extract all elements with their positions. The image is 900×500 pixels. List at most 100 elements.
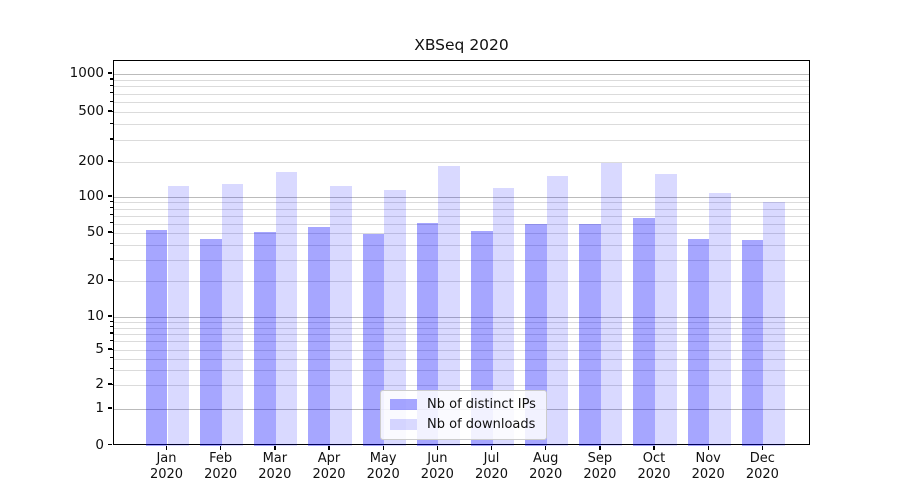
y-minor-tick [110,84,113,87]
minor-gridline [114,358,809,360]
y-tick-mark [108,315,112,317]
x-tick-label: Feb 2020 [204,451,238,482]
y-minor-tick [110,326,113,328]
y-tick-label: 20 [86,272,104,288]
bar-nb-of-downloads [275,172,298,446]
bar-nb-of-downloads [330,186,352,446]
x-tick-mark [653,446,655,450]
bar-nb-of-downloads [546,176,569,446]
y-minor-tick [110,200,113,203]
y-tick-mark [108,231,112,233]
x-tick-mark [436,446,439,450]
minor-gridline [114,112,809,113]
minor-gridline [114,208,809,210]
bar-nb-of-downloads [655,174,677,446]
bar-nb-of-downloads [438,165,460,446]
y-tick-label: 1 [95,400,104,416]
minor-gridline [114,102,809,103]
y-tick-mark [108,195,112,197]
minor-gridline [114,341,809,343]
x-tick-mark [220,446,222,450]
minor-gridline [114,93,809,95]
minor-gridline [114,124,809,126]
y-minor-tick [110,320,113,322]
y-minor-tick [110,243,113,245]
x-tick-label: Oct 2020 [637,451,671,482]
y-tick-label: 100 [78,188,104,204]
bar-nb-of-downloads [763,201,785,446]
y-minor-tick [110,207,113,209]
bar-nb-of-downloads [167,185,190,446]
y-minor-tick [110,332,113,334]
x-tick-mark [761,446,764,450]
y-tick-mark [108,279,112,281]
x-tick-label: Jan 2020 [149,451,184,482]
legend-item-label: Nb of distinct IPs [427,397,536,412]
y-minor-tick [110,78,113,80]
minor-gridline [114,223,809,225]
minor-gridline [114,139,809,141]
y-tick-mark [108,110,112,112]
minor-gridline [114,369,809,371]
minor-gridline [114,327,809,329]
y-minor-tick [110,357,113,359]
x-tick-label: Sep 2020 [583,451,617,482]
y-tick-label: 200 [78,153,104,169]
minor-gridline [114,350,809,351]
bar-nb-of-distinct-ips [254,231,276,446]
x-tick-label: Mar 2020 [258,451,292,482]
bar-nb-of-downloads [492,188,515,446]
y-tick-label: 50 [86,224,104,240]
y-tick-mark [108,443,112,446]
y-tick-mark [108,407,112,409]
x-tick-mark [490,446,493,450]
x-tick-mark [165,446,168,450]
bar-nb-of-distinct-ips [200,238,222,446]
chart-title: XBSeq 2020 [414,36,509,54]
major-gridline [114,197,809,199]
y-tick-mark [108,72,112,74]
x-tick-label: Dec 2020 [745,451,779,482]
y-tick-label: 500 [78,103,104,119]
legend: Nb of distinct IPs Nb of downloads [380,390,547,440]
legend-item: Nb of downloads [390,417,536,432]
y-minor-tick [110,100,113,102]
y-tick-mark [108,383,112,385]
bar-nb-of-distinct-ips [687,238,710,446]
bar-nb-of-distinct-ips [579,223,601,446]
x-tick-label: Nov 2020 [691,451,725,482]
legend-item: Nb of distinct IPs [390,397,536,412]
x-tick-label: Jun 2020 [420,451,454,482]
x-tick-label: Aug 2020 [529,451,563,482]
y-tick-label: 10 [86,308,104,324]
minor-gridline [114,259,809,261]
y-minor-tick [110,92,113,94]
minor-gridline [114,281,809,282]
minor-gridline [114,333,809,335]
x-tick-mark [545,446,547,450]
major-gridline [114,317,809,319]
x-tick-mark [382,446,384,450]
minor-gridline [114,385,809,386]
y-tick-label: 1000 [69,65,104,81]
y-minor-tick [110,122,113,124]
plot-area [113,60,810,446]
x-tick-mark [599,446,601,450]
y-minor-tick [110,368,113,370]
minor-gridline [114,202,809,204]
major-gridline [114,74,809,76]
y-tick-label: 2 [95,376,104,392]
minor-gridline [114,162,809,163]
x-tick-label: Apr 2020 [312,451,346,482]
y-minor-tick [110,339,113,342]
x-tick-label: Jul 2020 [474,451,509,482]
minor-gridline [114,215,809,217]
minor-gridline [114,244,809,246]
bar-nb-of-distinct-ips [741,239,764,446]
y-minor-tick [110,222,113,224]
y-minor-tick [110,214,113,216]
bar-nb-of-downloads [221,183,244,446]
bar-nb-of-distinct-ips [308,227,330,446]
y-tick-mark [108,160,112,162]
x-tick-mark [274,446,276,450]
